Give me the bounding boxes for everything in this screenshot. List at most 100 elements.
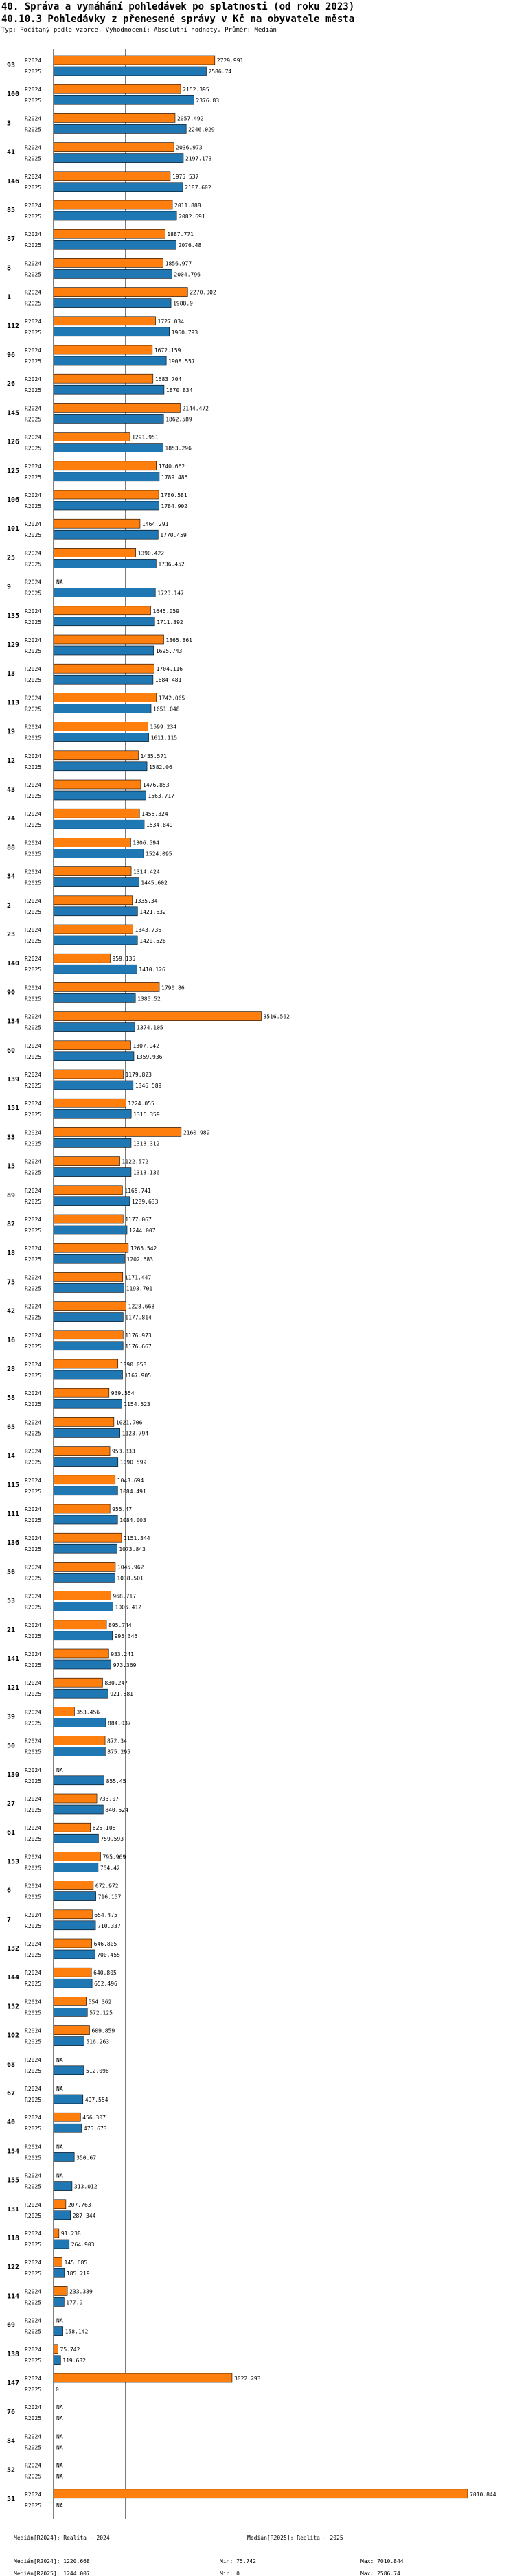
- series-label: R2025: [25, 851, 41, 857]
- series-label: R2025: [25, 1923, 41, 1929]
- series-label: R2025: [25, 1083, 41, 1089]
- series-label: R2024: [25, 2173, 41, 2179]
- series-label: R2024: [25, 1449, 41, 1455]
- value-label: 710.337: [98, 1923, 121, 1929]
- series-label: R2024: [25, 2492, 41, 2498]
- series-label: R2024: [25, 2318, 41, 2324]
- bar-r2024: [53, 55, 216, 65]
- series-label: R2024: [25, 1101, 41, 1107]
- value-label: 716.157: [98, 1894, 122, 1900]
- bar-r2025: [53, 1775, 104, 1786]
- series-label: R2024: [25, 2347, 41, 2353]
- bar-r2024: [53, 1707, 75, 1716]
- bar-r2024: [53, 1852, 101, 1861]
- category-label: 40: [7, 2119, 15, 2126]
- bar-r2024: [53, 866, 132, 876]
- bar-r2024: [53, 1156, 120, 1166]
- category-label: 21: [7, 1626, 15, 1634]
- value-label: 1006.412: [115, 1605, 142, 1611]
- value-label: 625.108: [93, 1825, 116, 1831]
- series-label: R2025: [25, 1488, 41, 1495]
- bar-r2024: [53, 1504, 111, 1514]
- bar-r2024: [53, 548, 136, 557]
- bar-r2024: [53, 953, 111, 963]
- category-label: 132: [7, 1945, 19, 1953]
- series-label: R2025: [25, 1605, 41, 1611]
- series-label: R2024: [25, 145, 41, 151]
- value-label: 185.219: [67, 2270, 90, 2277]
- value-label: 1789.485: [161, 474, 188, 481]
- category-label: 151: [7, 1105, 19, 1112]
- value-label: 1784.902: [161, 503, 188, 509]
- value-label: 1359.936: [136, 1054, 163, 1060]
- bar-r2024: [53, 1591, 111, 1600]
- series-label: R2024: [25, 1767, 41, 1773]
- series-label: R2025: [25, 706, 41, 712]
- series-label: R2025: [25, 2299, 41, 2305]
- value-label: 1435.571: [140, 753, 167, 759]
- bar-r2024: [53, 1648, 109, 1659]
- bar-r2025: [53, 1659, 112, 1670]
- category-label: 8: [7, 264, 11, 272]
- bar-r2025: [53, 1022, 135, 1032]
- bar-r2025: [53, 1370, 123, 1380]
- series-label: R2025: [25, 1517, 41, 1523]
- category-label: 2: [7, 902, 11, 910]
- bar-r2025: [53, 1602, 113, 1611]
- bar-r2024: [53, 750, 139, 761]
- series-label: R2024: [25, 724, 41, 731]
- series-label: R2024: [25, 203, 41, 209]
- value-label: 955.47: [112, 1506, 132, 1513]
- na-label: NA: [56, 2086, 63, 2092]
- series-label: R2024: [25, 1129, 41, 1136]
- bar-r2024: [53, 1475, 116, 1485]
- series-label: R2025: [25, 996, 41, 1002]
- value-label: 1870.834: [166, 387, 193, 393]
- series-label: R2024: [25, 782, 41, 788]
- value-label: 1455.324: [141, 811, 168, 817]
- value-label: 872.34: [107, 1738, 127, 1745]
- bar-r2025: [53, 1138, 132, 1148]
- bar-r2025: [53, 1804, 104, 1815]
- bar-r2024: [53, 2112, 81, 2122]
- summary-median-r2025: Medián[R2025]: 1244.007: [14, 2571, 90, 2576]
- value-label: 759.593: [100, 1836, 124, 1842]
- value-label: 1683.704: [155, 376, 182, 382]
- bar-r2025: [53, 327, 170, 337]
- series-label: R2025: [25, 1285, 41, 1291]
- value-label: 1343.736: [135, 927, 162, 933]
- value-label: 1723.147: [157, 590, 184, 597]
- series-label: R2025: [25, 185, 41, 191]
- category-label: 140: [7, 960, 19, 967]
- bar-r2024: [53, 1330, 124, 1340]
- series-label: R2025: [25, 648, 41, 654]
- category-label: 126: [7, 439, 19, 446]
- value-label: 652.496: [94, 1981, 117, 1987]
- value-label: 264.903: [71, 2242, 95, 2248]
- bar-r2024: [53, 142, 174, 152]
- summary-max-r2024: Max: 7010.844: [360, 2558, 404, 2564]
- series-label: R2024: [25, 521, 41, 527]
- series-label: R2025: [25, 242, 41, 249]
- bar-r2024: [53, 200, 173, 210]
- series-label: R2024: [25, 1883, 41, 1889]
- value-label: 7010.844: [470, 2492, 496, 2498]
- category-label: 93: [7, 62, 15, 69]
- series-label: R2024: [25, 1738, 41, 1745]
- bar-r2025: [53, 472, 160, 482]
- bar-r2025: [53, 790, 146, 801]
- na-label: NA: [56, 2474, 63, 2480]
- value-label: 1313.312: [133, 1140, 160, 1147]
- bar-r2024: [53, 1214, 124, 1224]
- bar-r2025: [53, 1341, 124, 1351]
- bar-r2024: [53, 982, 160, 992]
- value-label: 1265.542: [130, 1245, 157, 1252]
- series-label: R2024: [25, 1825, 41, 1831]
- legend-r2024: Medián[R2024]: Realita - 2024: [14, 2535, 110, 2541]
- bar-r2025: [53, 733, 149, 742]
- value-label: 609.859: [91, 2028, 115, 2034]
- bar-r2025: [53, 2036, 84, 2046]
- bar-r2025: [53, 935, 138, 945]
- series-label: R2024: [25, 1390, 41, 1396]
- value-label: 1582.06: [149, 764, 172, 770]
